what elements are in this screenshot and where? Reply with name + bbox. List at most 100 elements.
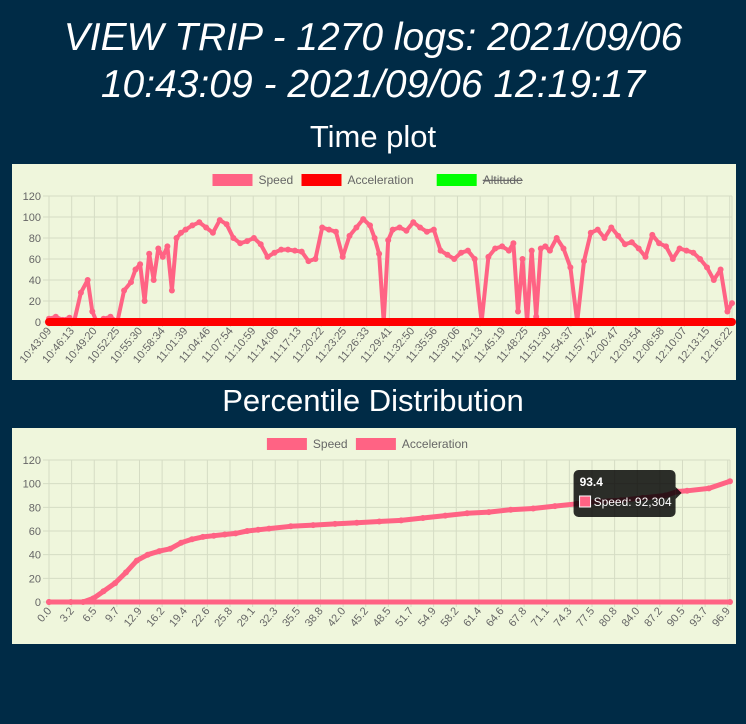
data-point[interactable]: [216, 217, 223, 224]
data-point[interactable]: [203, 224, 210, 231]
data-point[interactable]: [430, 226, 437, 233]
data-point[interactable]: [144, 551, 151, 558]
data-point[interactable]: [189, 536, 195, 543]
data-point[interactable]: [155, 245, 162, 252]
data-point[interactable]: [581, 258, 587, 265]
data-point[interactable]: [530, 505, 537, 512]
data-point[interactable]: [403, 227, 410, 234]
data-point[interactable]: [669, 256, 676, 262]
legend-item-acceleration[interactable]: Acceleration: [301, 173, 414, 187]
data-point[interactable]: [684, 487, 691, 494]
data-point[interactable]: [601, 235, 608, 241]
data-point[interactable]: [156, 548, 163, 555]
data-point[interactable]: [46, 599, 52, 605]
data-point[interactable]: [628, 239, 635, 246]
data-point[interactable]: [656, 240, 663, 247]
data-point[interactable]: [410, 219, 417, 226]
data-point[interactable]: [271, 249, 278, 256]
data-point[interactable]: [255, 526, 262, 533]
data-point[interactable]: [353, 519, 360, 526]
data-point[interactable]: [697, 256, 704, 262]
data-point[interactable]: [77, 289, 84, 296]
data-point[interactable]: [690, 249, 697, 256]
data-point[interactable]: [178, 229, 184, 236]
data-point[interactable]: [319, 224, 326, 231]
data-point[interactable]: [423, 228, 430, 235]
data-point[interactable]: [89, 308, 96, 315]
data-point[interactable]: [717, 266, 724, 273]
data-point[interactable]: [168, 287, 175, 294]
data-point[interactable]: [128, 279, 134, 286]
data-point[interactable]: [663, 243, 669, 250]
data-point[interactable]: [519, 256, 526, 262]
data-point[interactable]: [729, 300, 735, 307]
data-point[interactable]: [371, 235, 378, 241]
data-point[interactable]: [451, 256, 458, 262]
data-point[interactable]: [727, 478, 733, 485]
data-point[interactable]: [710, 277, 717, 283]
data-point[interactable]: [332, 520, 338, 527]
data-point[interactable]: [230, 235, 237, 241]
data-point[interactable]: [542, 243, 549, 250]
data-point[interactable]: [332, 228, 339, 235]
data-point[interactable]: [507, 506, 514, 513]
legend-item-acceleration[interactable]: Acceleration: [355, 437, 468, 451]
data-point[interactable]: [159, 253, 166, 260]
data-point[interactable]: [724, 308, 731, 315]
data-point[interactable]: [232, 530, 239, 537]
data-point[interactable]: [291, 247, 298, 254]
data-point[interactable]: [615, 232, 622, 239]
data-point[interactable]: [444, 251, 451, 258]
data-point[interactable]: [642, 253, 649, 260]
data-point[interactable]: [676, 245, 683, 252]
data-point[interactable]: [705, 485, 712, 492]
data-point[interactable]: [285, 246, 291, 253]
data-point[interactable]: [385, 237, 392, 244]
data-point[interactable]: [141, 298, 148, 304]
time-plot-svg[interactable]: Speed Acceleration Altitude 0 20 40 60 80 100 120…: [12, 164, 736, 380]
data-point[interactable]: [552, 503, 558, 510]
data-point[interactable]: [649, 231, 656, 238]
data-point[interactable]: [635, 245, 642, 252]
data-point[interactable]: [137, 261, 144, 268]
data-point[interactable]: [221, 531, 228, 538]
data-point[interactable]: [376, 518, 383, 525]
data-point[interactable]: [727, 599, 733, 605]
data-point[interactable]: [464, 247, 471, 254]
data-point[interactable]: [499, 243, 506, 250]
data-point[interactable]: [471, 256, 478, 262]
data-point[interactable]: [132, 266, 139, 273]
data-point[interactable]: [133, 557, 140, 564]
data-point[interactable]: [312, 256, 319, 262]
data-point[interactable]: [266, 525, 272, 532]
data-point[interactable]: [587, 229, 594, 236]
data-point[interactable]: [210, 532, 217, 539]
data-point[interactable]: [250, 235, 257, 241]
data-point[interactable]: [704, 264, 710, 271]
data-point[interactable]: [167, 545, 174, 552]
data-point[interactable]: [121, 287, 128, 294]
data-point[interactable]: [287, 523, 294, 530]
legend-item-speed[interactable]: Speed: [212, 173, 294, 187]
data-point[interactable]: [546, 247, 553, 254]
data-point[interactable]: [492, 245, 499, 252]
data-point[interactable]: [209, 229, 216, 236]
data-point[interactable]: [146, 250, 153, 257]
data-point[interactable]: [537, 245, 544, 252]
data-point[interactable]: [594, 226, 601, 233]
data-point[interactable]: [339, 253, 346, 260]
data-point[interactable]: [164, 243, 171, 250]
data-point[interactable]: [84, 277, 91, 283]
data-point[interactable]: [346, 232, 353, 239]
data-point[interactable]: [485, 253, 492, 260]
data-point[interactable]: [199, 533, 206, 540]
data-point[interactable]: [196, 219, 203, 226]
data-point[interactable]: [100, 588, 107, 595]
data-point[interactable]: [464, 510, 471, 517]
data-point[interactable]: [123, 569, 129, 576]
data-point[interactable]: [398, 517, 405, 524]
data-point[interactable]: [417, 224, 424, 231]
data-point[interactable]: [419, 515, 426, 521]
data-point[interactable]: [485, 509, 492, 516]
data-point[interactable]: [353, 224, 360, 231]
